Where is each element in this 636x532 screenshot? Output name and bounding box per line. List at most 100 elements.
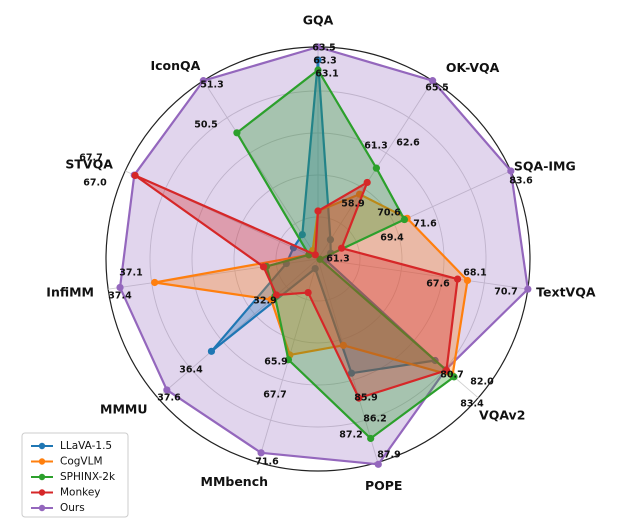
value-label: 80.7 — [440, 370, 463, 381]
data-point — [151, 278, 159, 287]
value-label: 37.6 — [157, 393, 181, 404]
value-label: 67.6 — [426, 279, 450, 290]
axis-label: GQA — [303, 13, 334, 28]
grid-spoke — [203, 80, 319, 260]
value-label: 37.4 — [108, 291, 132, 302]
value-label: 70.7 — [494, 287, 517, 298]
axis-label: MMbench — [201, 474, 269, 489]
axis-label: TextVQA — [536, 285, 596, 300]
axis-label: IconQA — [150, 58, 200, 73]
value-label: 37.1 — [119, 268, 142, 279]
data-point — [298, 231, 306, 239]
legend-item: LLaVA-1.5 — [60, 440, 112, 452]
data-point — [338, 244, 346, 252]
value-label: 63.1 — [315, 69, 338, 80]
axis-label: InfiMM — [46, 285, 94, 300]
series-area-monkey — [134, 174, 459, 400]
data-point — [116, 283, 124, 292]
value-label: 65.5 — [425, 83, 448, 94]
legend-item: Ours — [60, 502, 85, 514]
value-label: 69.4 — [380, 233, 404, 244]
data-point — [314, 56, 322, 64]
data-point — [259, 263, 268, 271]
data-point — [507, 167, 515, 175]
legend-item: CogVLM — [60, 456, 103, 468]
data-point — [363, 178, 371, 187]
data-point — [429, 77, 437, 85]
legend: LLaVA-1.5 CogVLM SPHINX-2k Monkey Ours — [21, 432, 129, 518]
value-label: 61.3 — [326, 254, 349, 265]
data-point — [339, 341, 347, 349]
radar-series — [116, 43, 532, 468]
data-point — [311, 251, 319, 259]
series-area-ours — [118, 45, 529, 466]
legend-box — [21, 432, 129, 518]
value-label: 83.4 — [460, 399, 484, 410]
data-point — [207, 347, 216, 355]
data-point — [314, 43, 322, 51]
data-point — [400, 215, 409, 224]
data-point — [450, 373, 458, 381]
data-point — [463, 276, 472, 285]
data-point — [199, 77, 207, 85]
grid-spoke — [157, 258, 319, 399]
data-point — [316, 255, 324, 263]
axis-label: POPE — [365, 478, 403, 493]
value-label: 70.6 — [377, 208, 401, 219]
value-label: 62.6 — [396, 138, 420, 149]
data-point — [355, 394, 363, 402]
data-point — [442, 366, 451, 374]
data-point — [347, 369, 356, 377]
value-label: 58.9 — [341, 199, 364, 210]
legend-swatch-marker — [38, 442, 46, 450]
data-point — [314, 66, 322, 74]
radar-labels: GQA OK-VQA SQA-IMG TextVQA VQAv2 POPE MMbench M… — [46, 13, 596, 493]
value-label: 83.6 — [509, 176, 533, 187]
value-label: 50.5 — [194, 120, 217, 131]
data-point — [326, 236, 335, 244]
legend-swatch-marker — [38, 473, 46, 481]
data-point — [367, 434, 375, 443]
value-label: 32.9 — [253, 296, 276, 307]
grid-spoke — [317, 258, 528, 290]
value-label: 67.7 — [263, 390, 286, 401]
value-label: 36.4 — [179, 365, 203, 376]
value-label: 85.9 — [354, 393, 377, 404]
value-label: 86.2 — [363, 414, 386, 425]
value-label: 63.3 — [313, 56, 336, 67]
axis-label: STVQA — [65, 156, 113, 171]
value-label: 71.6 — [255, 457, 279, 468]
data-point — [374, 460, 382, 468]
data-point — [272, 291, 281, 299]
legend-item: SPHINX-2k — [60, 471, 116, 483]
legend-swatch-marker — [38, 504, 46, 512]
value-label: 87.9 — [377, 450, 400, 461]
data-point — [453, 275, 462, 283]
value-label: 68.1 — [463, 268, 486, 279]
legend-swatch-marker — [38, 489, 46, 496]
data-point — [257, 449, 265, 457]
axis-label: SQA-IMG — [514, 158, 576, 173]
data-point — [524, 285, 532, 293]
value-label: 63.5 — [312, 43, 335, 54]
value-label: 61.3 — [364, 141, 387, 152]
legend-item: Monkey — [60, 487, 101, 499]
legend-swatch-marker — [38, 458, 46, 465]
axis-label: OK-VQA — [446, 60, 500, 75]
data-point — [284, 356, 293, 364]
value-label: 82.0 — [470, 377, 494, 388]
data-point — [314, 207, 322, 215]
data-point — [163, 386, 171, 394]
data-point — [233, 129, 241, 137]
data-point — [311, 264, 319, 273]
data-point — [372, 164, 380, 172]
data-point — [131, 171, 139, 180]
value-label: 51.3 — [200, 80, 223, 91]
axis-label: VQAv2 — [479, 407, 525, 422]
value-label: 87.2 — [339, 430, 362, 441]
value-label: 65.9 — [264, 357, 287, 368]
series-area-sphinx-2k — [235, 68, 456, 440]
value-label: 71.6 — [413, 219, 437, 230]
data-point — [304, 288, 312, 297]
